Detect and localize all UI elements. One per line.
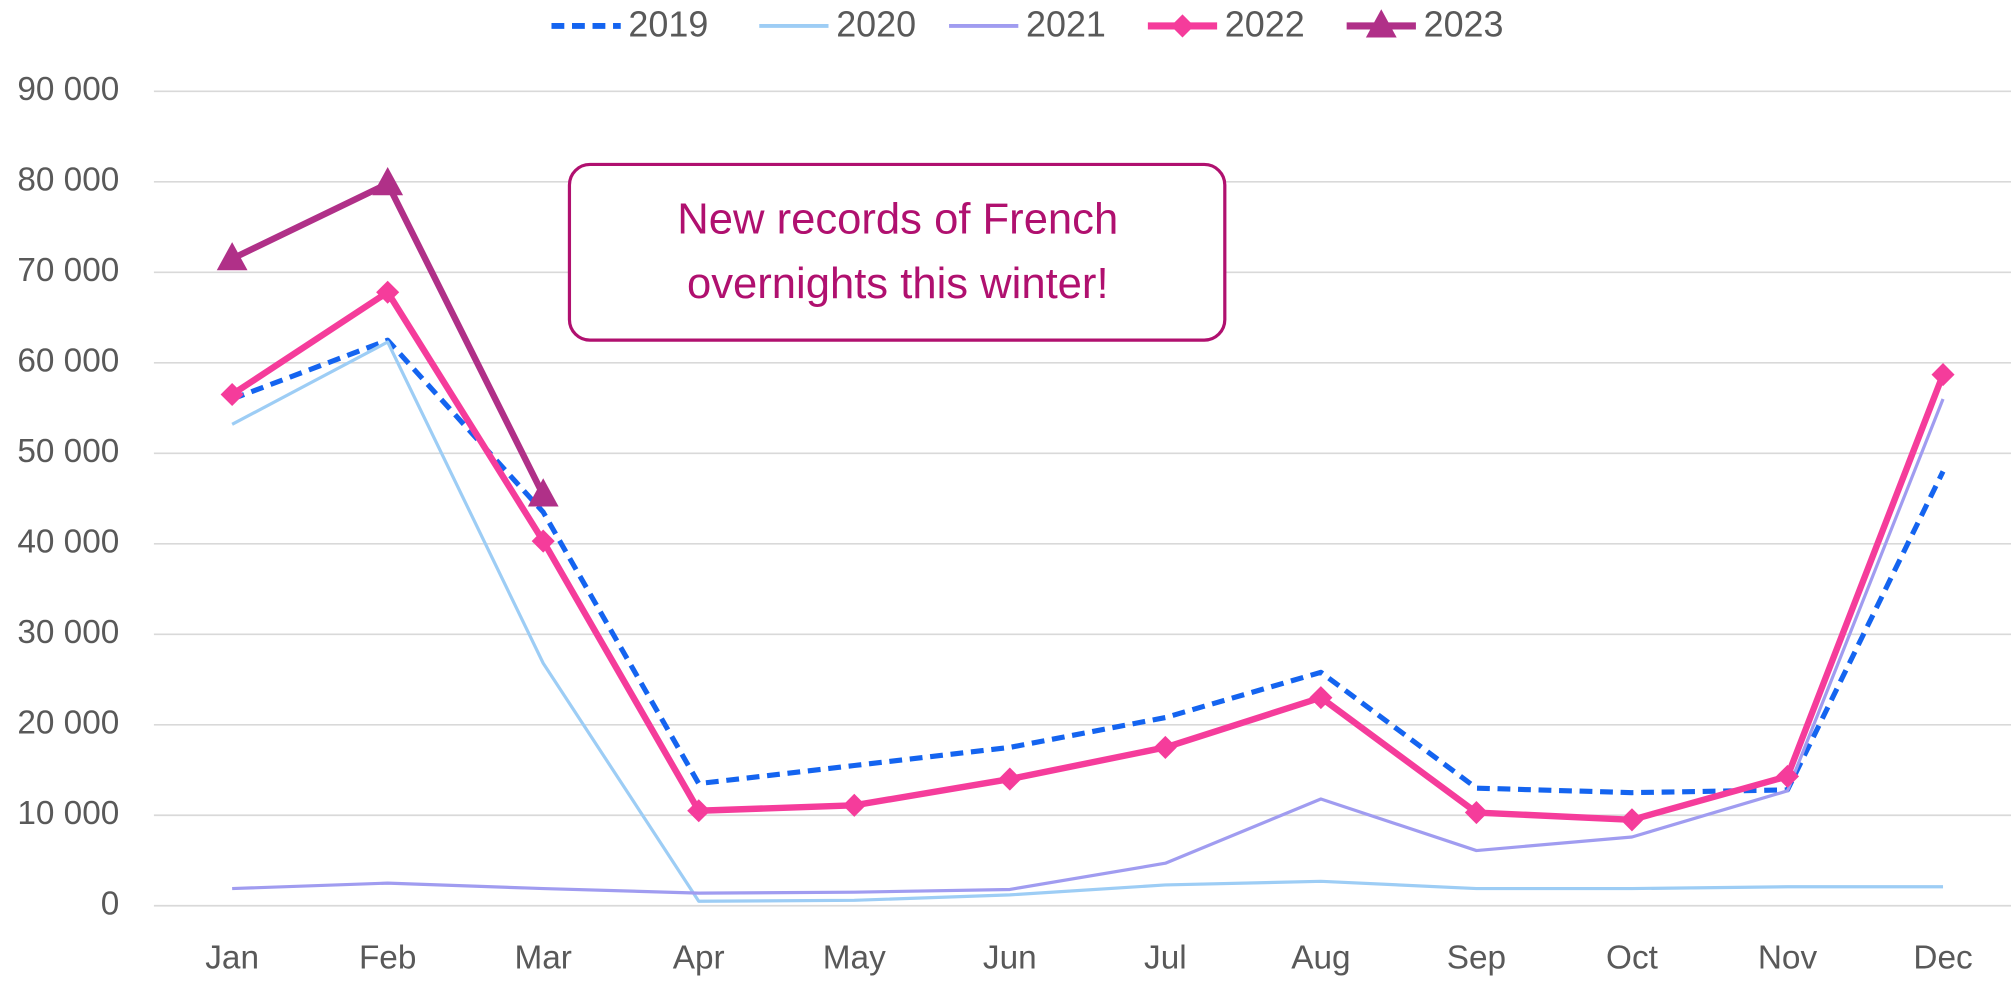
annotation-text: New records of French (677, 196, 1118, 244)
marker (220, 382, 244, 407)
y-tick-label: 60 000 (17, 343, 119, 380)
marker (687, 799, 711, 823)
marker (1931, 363, 1955, 387)
x-tick-label: Sep (1447, 939, 1506, 976)
series (216, 166, 559, 507)
series-line (232, 398, 1945, 895)
series (231, 340, 1944, 903)
y-tick-label: 0 (101, 886, 120, 923)
x-tick-label: Jul (1144, 939, 1187, 976)
marker (1170, 14, 1195, 38)
marker (1775, 764, 1800, 788)
x-tick-label: May (823, 939, 886, 976)
x-tick-label: Mar (515, 939, 572, 976)
legend-label: 2021 (1026, 4, 1106, 45)
y-tick-label: 20 000 (17, 705, 119, 742)
x-tick-label: Feb (359, 939, 416, 976)
marker (1153, 735, 1177, 759)
marker (372, 166, 404, 196)
marker (376, 280, 400, 304)
x-tick-label: Jun (983, 939, 1037, 976)
legend-label: 2023 (1424, 4, 1504, 45)
annotation-box (567, 162, 1227, 342)
series-line (231, 340, 1944, 903)
y-tick-label: 10 000 (17, 795, 119, 832)
x-tick-label: Apr (673, 939, 725, 976)
marker (1309, 686, 1333, 710)
legend-label: 2022 (1225, 4, 1305, 45)
y-tick-label: 40 000 (17, 524, 119, 561)
x-tick-label: Dec (1913, 939, 1972, 976)
marker (1620, 808, 1644, 832)
series-line (230, 289, 1947, 823)
marker (1365, 9, 1397, 38)
x-tick-label: Oct (1606, 939, 1659, 976)
y-tick-label: 80 000 (17, 162, 119, 199)
x-tick-label: Jan (205, 939, 259, 976)
x-tick-label: Nov (1758, 939, 1818, 976)
y-tick-label: 50 000 (17, 433, 119, 470)
marker (1464, 801, 1488, 825)
marker (527, 478, 559, 507)
y-tick-label: 70 000 (17, 252, 119, 289)
series (231, 337, 1946, 796)
y-tick-label: 90 000 (17, 71, 119, 108)
marker (842, 793, 866, 817)
legend-label: 2020 (836, 4, 916, 45)
x-tick-label: Aug (1291, 939, 1350, 976)
series (232, 398, 1945, 895)
marker (998, 767, 1022, 791)
marker (531, 529, 555, 553)
y-tick-label: 30 000 (17, 614, 119, 651)
marker (216, 242, 248, 271)
annotation-text: overnights this winter! (687, 260, 1109, 308)
legend-label: 2019 (628, 4, 708, 45)
series-line (231, 337, 1946, 796)
